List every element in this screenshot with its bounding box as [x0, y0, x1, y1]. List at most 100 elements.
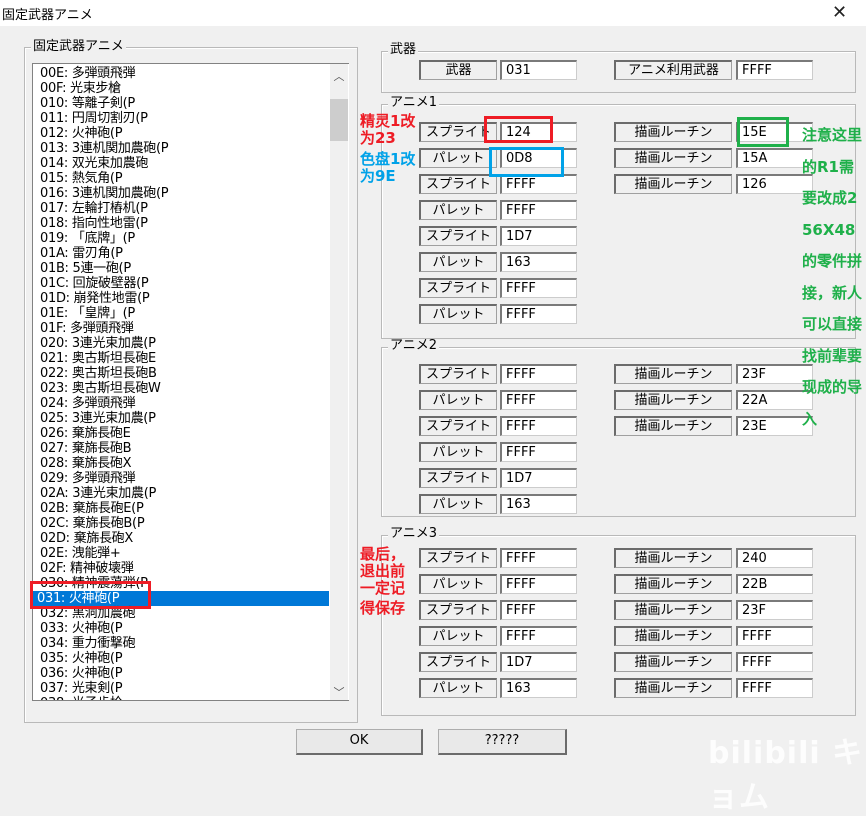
ok-button[interactable]: OK	[296, 729, 423, 755]
list-item[interactable]: 00F: 光束步槍	[40, 81, 121, 96]
anim-weapon-field[interactable]: FFFF	[736, 60, 813, 80]
list-item[interactable]: 010: 等離子剣(P	[40, 96, 135, 111]
routine-label: 描画ルーチン	[614, 174, 732, 194]
list-item[interactable]: 017: 左輪打樁机(P	[40, 201, 148, 216]
value-field[interactable]: 124	[500, 122, 577, 142]
weapon-label: 武器	[419, 60, 497, 80]
routine-field[interactable]: 22A	[736, 390, 813, 410]
list-item[interactable]: 026: 棄旆長砲E	[40, 426, 131, 441]
palette-note: 色盘1改为9E	[360, 150, 416, 185]
list-item[interactable]: 019: 「底牌」(P	[40, 231, 135, 246]
weapon-listbox[interactable]: 00E: 多弾頭飛弾 00F: 光束步槍 010: 等離子剣(P 011: 円周切割刃…	[32, 63, 349, 701]
field-label: スプライト	[419, 226, 497, 246]
list-item[interactable]: 02F: 精神破壊弾	[40, 561, 134, 576]
list-item[interactable]: 034: 重力衝撃砲	[40, 636, 136, 651]
list-item[interactable]: 02C: 棄旆長砲B(P	[40, 516, 145, 531]
list-item[interactable]: 01F: 多弾頭飛弾	[40, 321, 134, 336]
list-item[interactable]: 021: 奥古斯坦長砲E	[40, 351, 156, 366]
list-item[interactable]: 023: 奥古斯坦長砲W	[40, 381, 161, 396]
list-item[interactable]: 02E: 洩能弾+	[40, 546, 121, 561]
value-field[interactable]: 1D7	[500, 652, 577, 672]
routine-field[interactable]: 23E	[736, 416, 813, 436]
list-item[interactable]: 028: 棄旆長砲X	[40, 456, 132, 471]
value-field[interactable]: FFFF	[500, 442, 577, 462]
value-field[interactable]: FFFF	[500, 390, 577, 410]
value-field[interactable]: FFFF	[500, 626, 577, 646]
routine-highlight-box	[737, 117, 789, 147]
scrollbar-thumb[interactable]	[330, 99, 348, 141]
list-item[interactable]: 01A: 雷刃角(P	[40, 246, 123, 261]
weapon-field[interactable]: 031	[500, 60, 577, 80]
list-item[interactable]: 02A: 3連光束加農(P	[40, 486, 157, 501]
routine-field[interactable]: FFFF	[736, 626, 813, 646]
list-item[interactable]: 027: 棄旆長砲B	[40, 441, 132, 456]
list-item[interactable]: 024: 多弾頭飛弾	[40, 396, 136, 411]
list-item[interactable]: 033: 火神砲(P	[40, 621, 123, 636]
scroll-up-icon[interactable]: ︿	[333, 70, 345, 83]
value-field[interactable]: FFFF	[500, 278, 577, 298]
value-field[interactable]: FFFF	[500, 548, 577, 568]
routine-field[interactable]: 15E	[736, 122, 813, 142]
routine-field[interactable]: 22B	[736, 574, 813, 594]
list-item[interactable]: 029: 多弾頭飛弾	[40, 471, 136, 486]
value-field[interactable]: 1D7	[500, 468, 577, 488]
anime-group-title: アニメ2	[388, 338, 440, 353]
value-field[interactable]: FFFF	[500, 200, 577, 220]
list-item[interactable]: 01E: 「皇牌」(P	[40, 306, 135, 321]
list-item[interactable]: 013: 3連机関加農砲(P	[40, 141, 169, 156]
unknown-button[interactable]: ?????	[438, 729, 567, 755]
list-item[interactable]: 015: 熱気角(P	[40, 171, 123, 186]
routine-field[interactable]: FFFF	[736, 678, 813, 698]
window-title: 固定武器アニメ	[2, 8, 93, 23]
field-label: スプライト	[419, 468, 497, 488]
list-item[interactable]: 01B: 5連一砲(P	[40, 261, 131, 276]
routine-field[interactable]: 23F	[736, 364, 813, 384]
value-field[interactable]: FFFF	[500, 416, 577, 436]
list-group	[24, 47, 358, 723]
list-item[interactable]: 02D: 棄旆長砲X	[40, 531, 133, 546]
list-item[interactable]: 01D: 崩発性地雷(P	[40, 291, 150, 306]
list-item[interactable]: 036: 火神砲(P	[40, 666, 123, 681]
sprite-note: 精灵1改为23	[360, 112, 416, 147]
list-item[interactable]: 020: 3連光束加農(P	[40, 336, 156, 351]
list-item[interactable]: 025: 3連光束加農(P	[40, 411, 156, 426]
list-item[interactable]: 032: 黒洞加農砲	[40, 606, 136, 621]
anime-group	[381, 347, 856, 517]
anime-group-title: アニメ1	[388, 95, 440, 110]
value-field[interactable]: 1D7	[500, 226, 577, 246]
value-field[interactable]: 163	[500, 252, 577, 272]
value-field[interactable]: FFFF	[500, 304, 577, 324]
routine-field[interactable]: 15A	[736, 148, 813, 168]
sprite-highlight-box	[484, 116, 553, 143]
list-item[interactable]: 031: 火神砲(P	[33, 591, 329, 606]
scroll-down-icon[interactable]: ﹀	[333, 686, 345, 699]
list-item[interactable]: 022: 奥古斯坦長砲B	[40, 366, 157, 381]
list-item[interactable]: 038: 光子步枪	[36, 696, 330, 700]
list-item[interactable]: 014: 双光束加農砲	[40, 156, 149, 171]
routine-label: 描画ルーチン	[614, 548, 732, 568]
value-field[interactable]: FFFF	[500, 364, 577, 384]
list-item[interactable]: 00E: 多弾頭飛弾	[40, 66, 136, 81]
scrollbar[interactable]	[330, 64, 348, 700]
list-item[interactable]: 016: 3連机関加農砲(P	[40, 186, 169, 201]
list-item[interactable]: 037: 光束剣(P	[40, 681, 123, 696]
value-field[interactable]: 163	[500, 678, 577, 698]
value-field[interactable]: FFFF	[500, 600, 577, 620]
list-item[interactable]: 011: 円周切割刃(P	[40, 111, 148, 126]
routine-field[interactable]: 240	[736, 548, 813, 568]
value-field[interactable]: FFFF	[500, 574, 577, 594]
list-item[interactable]: 01C: 回旋破壁器(P	[40, 276, 149, 291]
value-field[interactable]: FFFF	[500, 174, 577, 194]
routine-field[interactable]: 126	[736, 174, 813, 194]
routine-field[interactable]: FFFF	[736, 652, 813, 672]
close-icon[interactable]: ✕	[832, 2, 848, 23]
save-note-line1: 最后，退出前一定记	[360, 545, 406, 597]
field-label: パレット	[419, 252, 497, 272]
routine-label: 描画ルーチン	[614, 416, 732, 436]
value-field[interactable]: 163	[500, 494, 577, 514]
list-item[interactable]: 035: 火神砲(P	[40, 651, 123, 666]
routine-field[interactable]: 23F	[736, 600, 813, 620]
list-item[interactable]: 02B: 棄旆長砲E(P	[40, 501, 144, 516]
list-item[interactable]: 012: 火神砲(P	[40, 126, 123, 141]
list-item[interactable]: 018: 指向性地雷(P	[40, 216, 148, 231]
